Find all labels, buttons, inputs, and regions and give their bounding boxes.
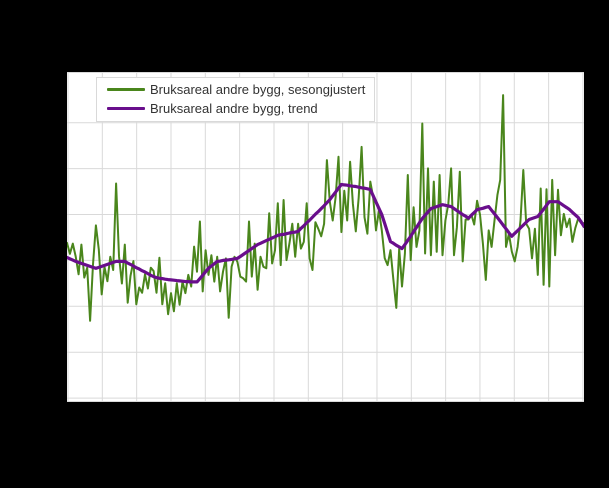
legend-line-swatch-trend xyxy=(107,107,145,110)
legend-label-sesongjustert: Bruksareal andre bygg, sesongjustert xyxy=(150,82,366,97)
chart-plot-area: Bruksareal andre bygg, sesongjustert Bru… xyxy=(67,72,584,402)
legend-label-trend: Bruksareal andre bygg, trend xyxy=(150,101,318,116)
legend-line-swatch-sesongjustert xyxy=(107,88,145,91)
chart-series-canvas xyxy=(67,72,584,402)
chart-legend: Bruksareal andre bygg, sesongjustert Bru… xyxy=(96,77,376,122)
legend-item-sesongjustert[interactable]: Bruksareal andre bygg, sesongjustert xyxy=(107,80,365,99)
legend-item-trend[interactable]: Bruksareal andre bygg, trend xyxy=(107,99,365,118)
